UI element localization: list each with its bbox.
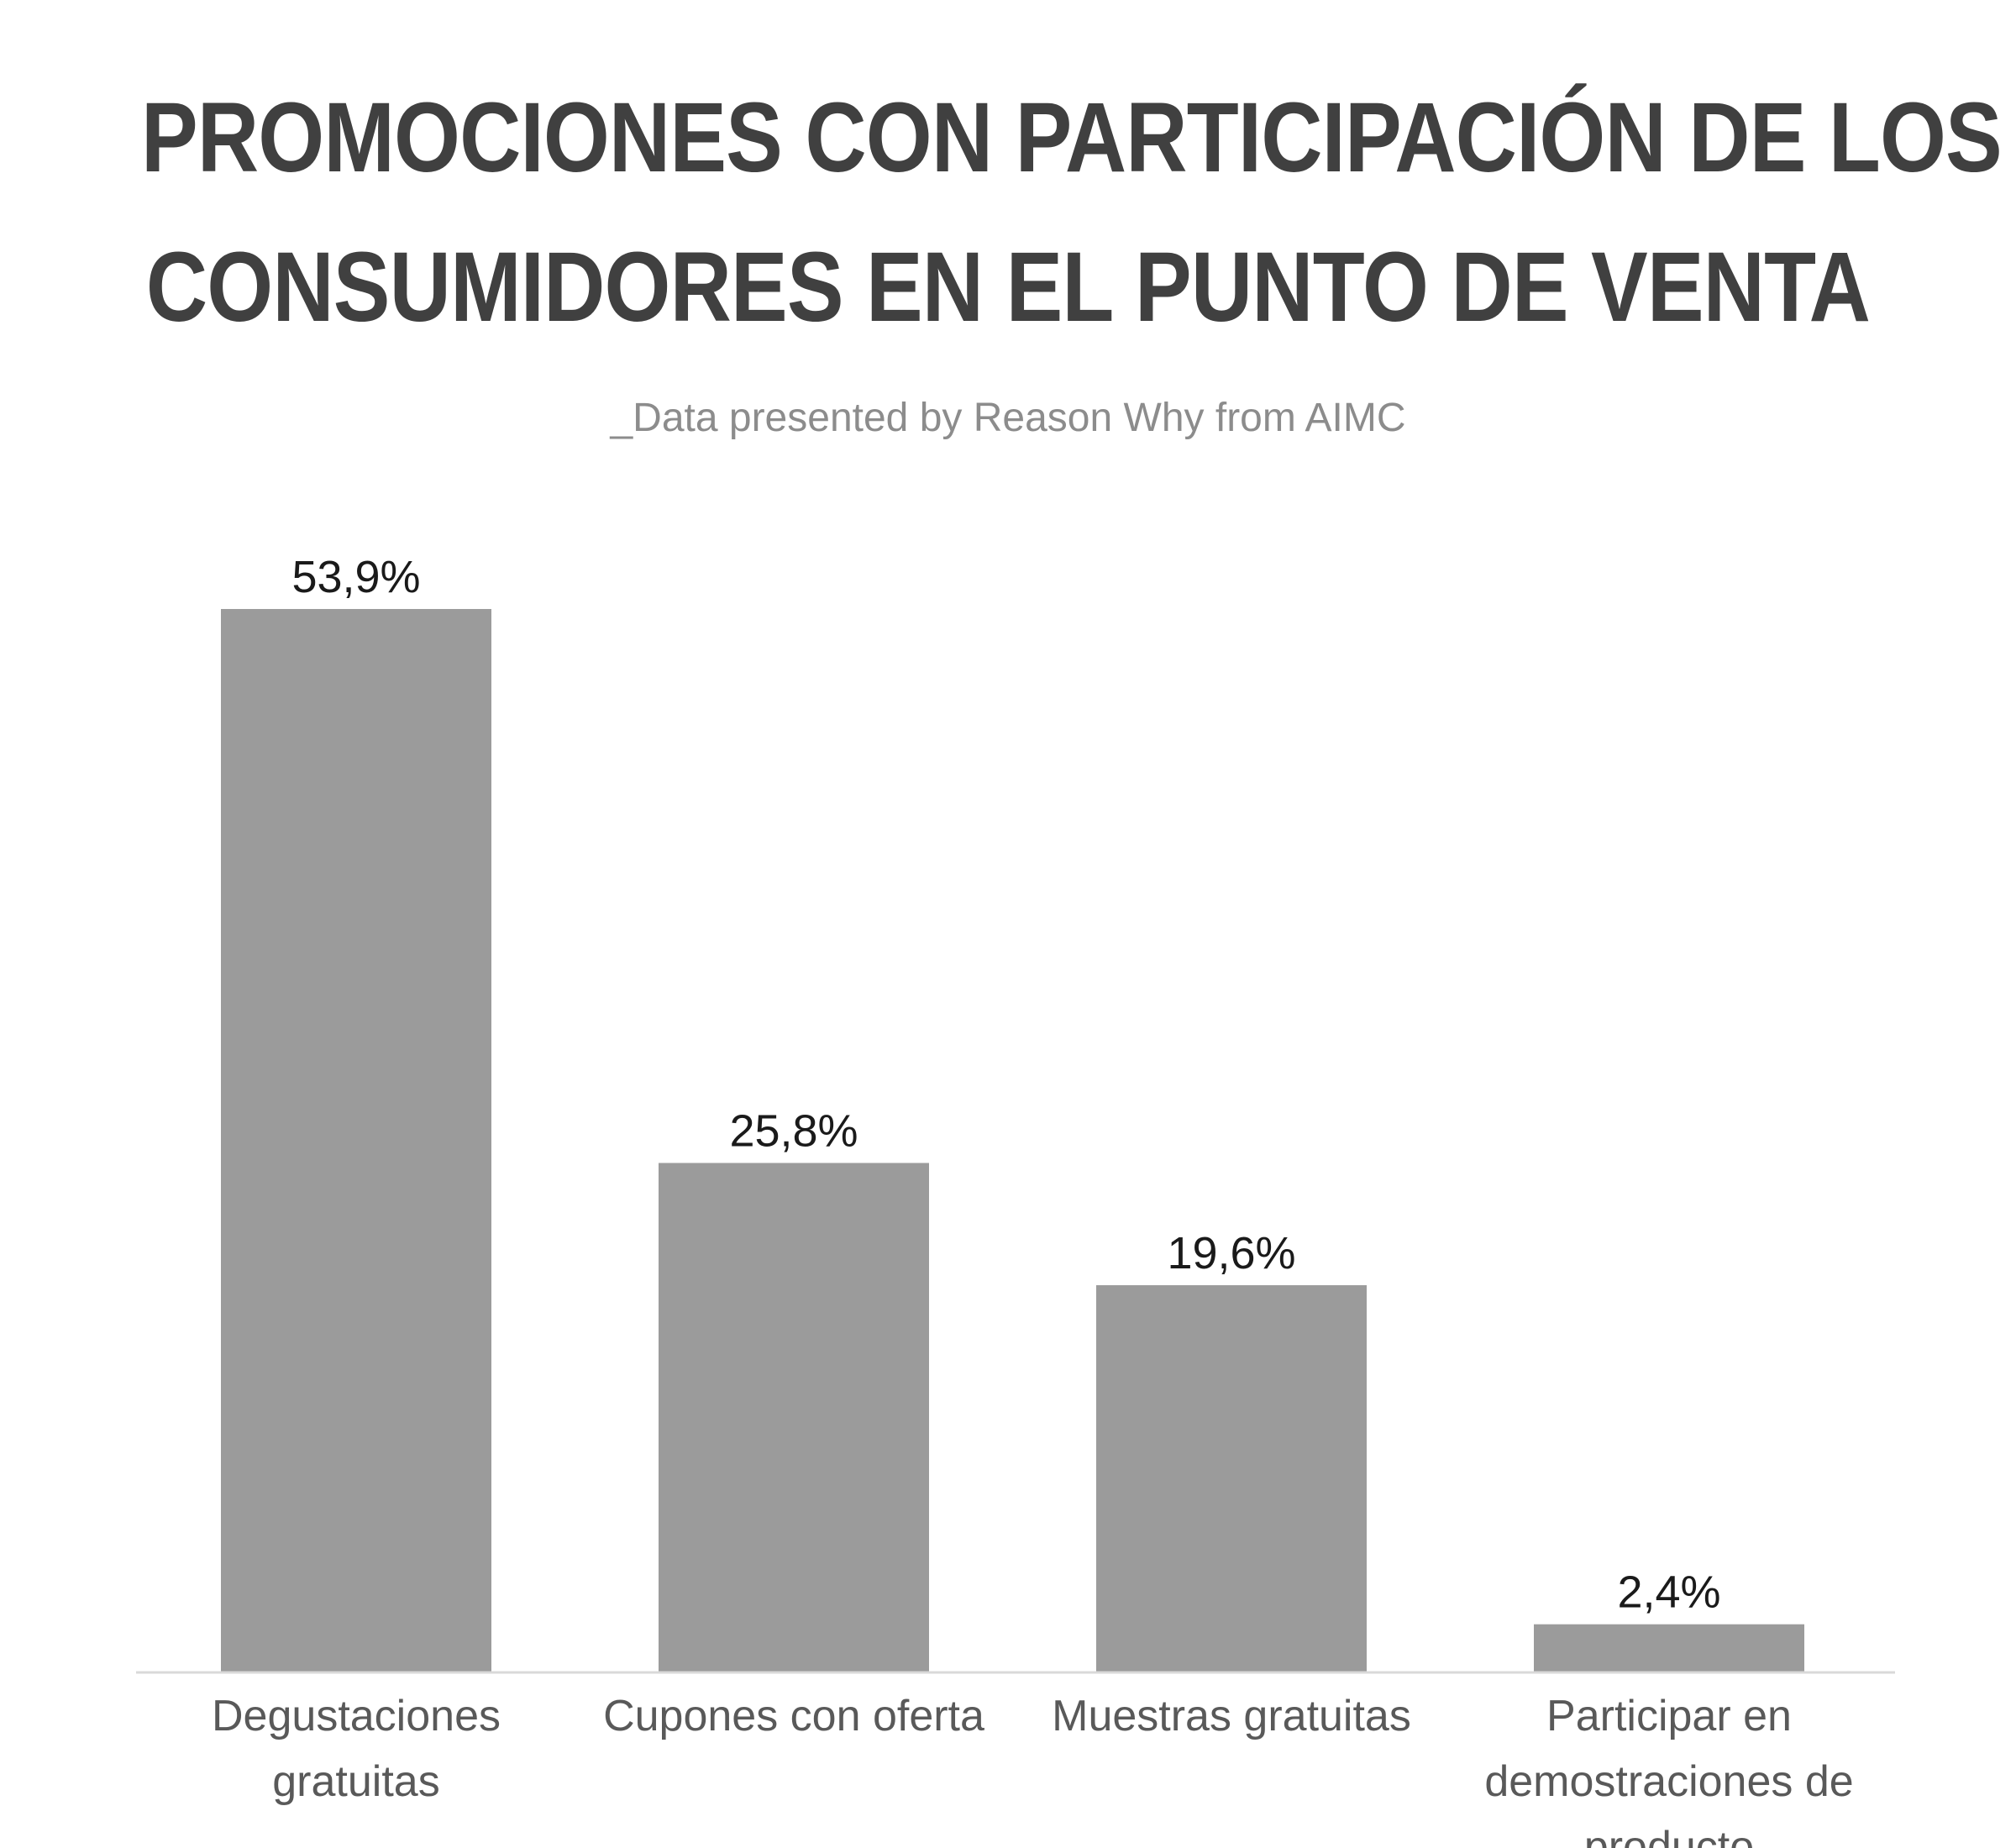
bar-2 (659, 1163, 929, 1672)
data-label-1: 53,9% (291, 552, 420, 602)
chart-title-line-2: CONSUMIDORES EN EL PUNTO DE VENTA (145, 232, 1871, 343)
bar-1 (221, 609, 491, 1672)
bar-3 (1096, 1285, 1367, 1672)
x-tick-label-3: Muestras gratuitas (1052, 1692, 1411, 1740)
chart-title: PROMOCIONES CON PARTICIPACIÓN DE LOS CON… (141, 63, 2003, 362)
data-label-2: 25,8% (729, 1105, 858, 1156)
x-tick-label-2: Cupones con oferta (603, 1692, 984, 1740)
data-label-3: 19,6% (1167, 1228, 1295, 1278)
x-tick-label-1: Degustaciones gratuitas (212, 1692, 501, 1806)
chart-subtitle: _Data presented by Reason Why from AIMC (610, 396, 1406, 440)
chart-title-line-1: PROMOCIONES CON PARTICIPACIÓN DE LOS (141, 82, 2003, 193)
data-label-4: 2,4% (1617, 1567, 1720, 1618)
bar-chart: 53,9% Degustaciones gratuitas 25,8% Cupones … (136, 552, 1895, 1848)
bar-4 (1534, 1624, 1804, 1672)
x-tick-label-4: Participar en demostraciones de producto (1484, 1692, 1853, 1848)
